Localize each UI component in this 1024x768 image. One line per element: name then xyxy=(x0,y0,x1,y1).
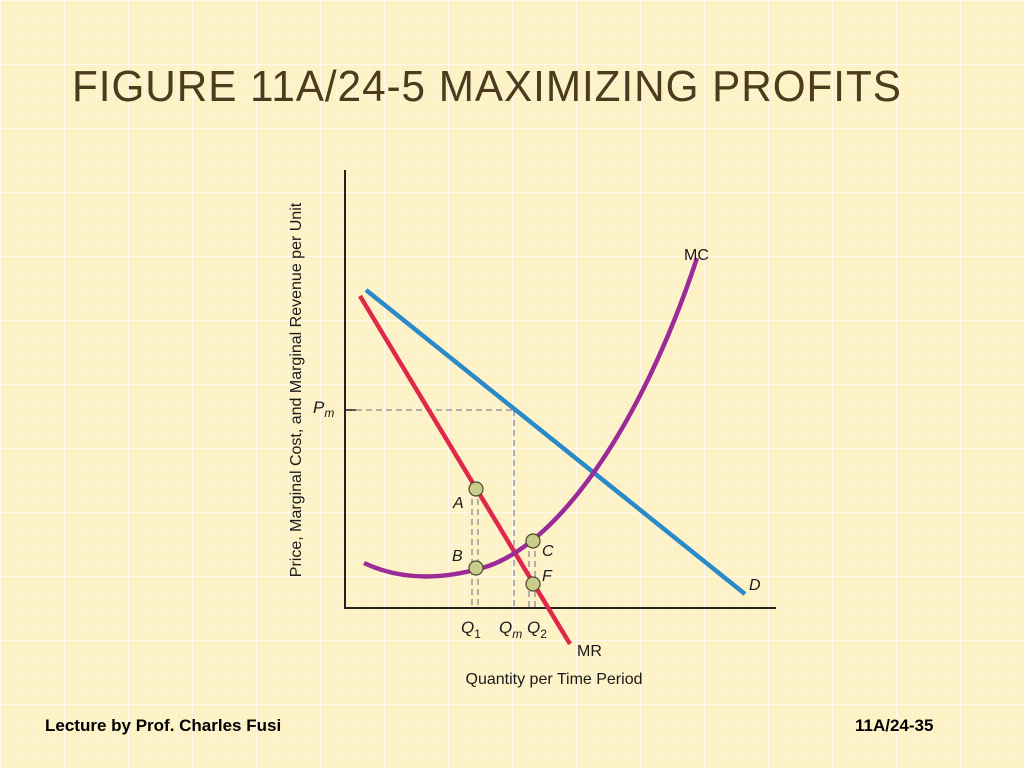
footer-lecturer: Lecture by Prof. Charles Fusi xyxy=(45,716,282,735)
slide-title: FIGURE 11A/24-5 MAXIMIZING PROFITS xyxy=(72,62,902,111)
q1-label: Q1 xyxy=(461,618,481,641)
point-a-label: A xyxy=(452,495,464,512)
mr-curve-label: MR xyxy=(577,643,602,660)
q2-label: Q2 xyxy=(527,618,547,641)
point-a xyxy=(468,481,484,497)
demand-curve xyxy=(364,288,747,596)
point-c xyxy=(525,533,541,549)
marginal-cost-curve xyxy=(363,257,700,579)
pm-label: Pm xyxy=(313,398,334,420)
demand-curve-label: D xyxy=(749,577,761,594)
marginal-revenue-curve xyxy=(358,294,572,646)
guide-lines xyxy=(346,409,536,608)
y-axis-title: Price, Marginal Cost, and Marginal Reven… xyxy=(288,202,305,577)
footer-slide-number: 11A/24-35 xyxy=(855,716,934,735)
point-c-label: C xyxy=(542,543,554,560)
x-axis-title: Quantity per Time Period xyxy=(466,671,643,688)
point-f-label: F xyxy=(542,568,553,585)
point-b xyxy=(468,560,484,576)
points xyxy=(468,481,541,592)
point-f xyxy=(525,576,541,592)
qm-label: Qm xyxy=(499,618,522,641)
mc-curve-label: MC xyxy=(684,247,709,264)
point-b-label: B xyxy=(452,548,463,565)
axes xyxy=(344,170,776,609)
